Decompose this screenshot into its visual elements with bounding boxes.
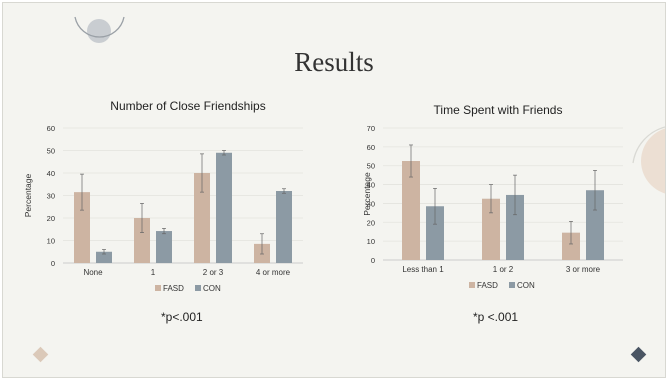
decorations (32, 16, 665, 363)
x-tick-label: 1 (151, 268, 156, 277)
y-tick-label: 0 (371, 256, 375, 265)
deco-arc-right (632, 126, 665, 164)
x-tick-label: None (83, 268, 103, 277)
chart-friendships: 0 10 20 30 40 50 60 Percentage None 1 2 or 3 4 or m… (23, 124, 303, 293)
chart-time-spent: 0 10 20 30 40 50 60 70 Percentage Less than 1 1 or… (362, 124, 623, 290)
legend-swatch-fasd (155, 285, 161, 291)
bar-con (96, 251, 112, 263)
bar-con (276, 191, 292, 263)
x-tick-label: 3 or more (566, 265, 601, 274)
y-tick-label: 0 (51, 259, 55, 268)
legend-swatch-con (195, 285, 201, 291)
diamond-right (630, 346, 647, 363)
y-tick-label: 50 (47, 147, 55, 156)
deco-circle-right (641, 128, 665, 194)
bar-fasd (562, 232, 580, 260)
y-tick-label: 50 (367, 162, 375, 171)
legend-label-con: CON (517, 281, 535, 290)
x-tick-label: 4 or more (256, 268, 291, 277)
accent-circle (87, 19, 111, 43)
x-tick-label: 2 or 3 (203, 268, 224, 277)
accent-arc (74, 16, 125, 38)
bar-fasd (194, 173, 210, 263)
bar-fasd (74, 192, 90, 263)
diamond-left (32, 346, 49, 363)
bar-con (426, 206, 444, 260)
chart-title-time-spent: Time Spent with Friends (433, 103, 563, 117)
y-tick-label: 60 (367, 143, 375, 152)
legend-swatch-fasd (469, 282, 475, 288)
bar-con (506, 194, 524, 260)
bar-fasd (402, 161, 420, 260)
x-tick-label: Less than 1 (402, 265, 444, 274)
y-axis-label: Percentage (362, 172, 372, 216)
y-tick-label: 70 (367, 124, 375, 133)
legend-label-con: CON (203, 284, 221, 293)
y-tick-label: 30 (367, 199, 375, 208)
bar-fasd (482, 198, 500, 260)
note-time-spent: *p <.001 (473, 310, 519, 324)
legend-label-fasd: FASD (477, 281, 498, 290)
y-tick-label: 60 (47, 124, 55, 133)
y-tick-label: 10 (367, 237, 375, 246)
y-tick-label: 40 (367, 181, 375, 190)
note-friendships: *p<.001 (161, 310, 203, 324)
y-tick-label: 20 (367, 218, 375, 227)
legend-swatch-con (509, 282, 515, 288)
x-tick-label: 1 or 2 (493, 265, 514, 274)
y-axis-label: Percentage (23, 173, 33, 217)
bar-con (156, 231, 172, 263)
bar-fasd (134, 218, 150, 263)
y-tick-label: 40 (47, 169, 55, 178)
bar-con (586, 190, 604, 260)
slide-title: Results (294, 47, 374, 77)
chart-title-friendships: Number of Close Friendships (110, 99, 266, 113)
y-tick-label: 30 (47, 192, 55, 201)
y-tick-label: 20 (47, 214, 55, 223)
y-tick-label: 10 (47, 237, 55, 246)
bar-con (216, 152, 232, 263)
legend-label-fasd: FASD (163, 284, 184, 293)
